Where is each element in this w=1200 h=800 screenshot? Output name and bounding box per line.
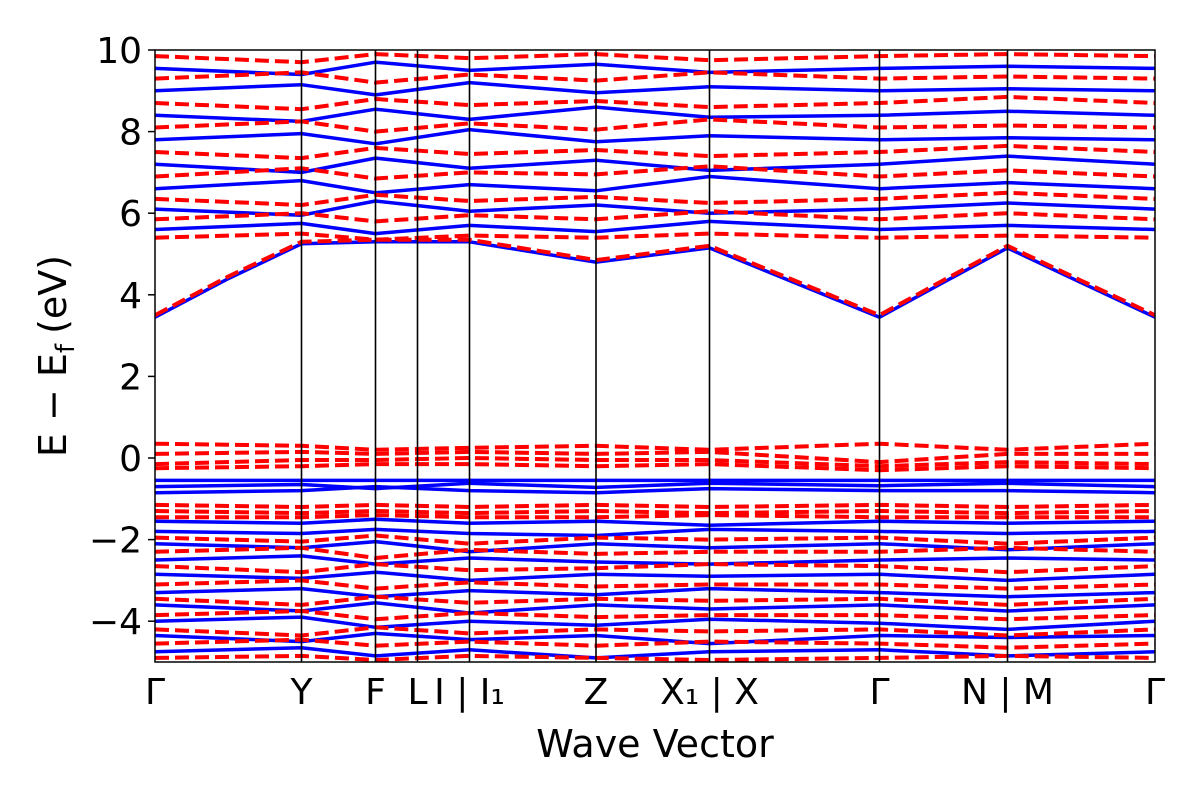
y-axis-title-main: E − E	[31, 353, 75, 457]
y-tick-label: 2	[119, 357, 142, 398]
plot-frame	[154, 49, 1156, 663]
band-line	[155, 562, 1155, 575]
x-tick-label: Z	[584, 672, 609, 713]
band-line	[155, 527, 1155, 538]
y-axis-title: E − Ef (eV)	[31, 255, 81, 457]
y-tick-label: 4	[119, 276, 142, 317]
x-tick-label: X₁ | X	[660, 672, 759, 713]
x-axis-title: Wave Vector	[536, 722, 774, 766]
band-line	[155, 441, 1155, 452]
band-line	[155, 240, 1155, 319]
band-line	[155, 237, 1155, 318]
band-line	[155, 117, 1155, 134]
band-line	[155, 52, 1155, 65]
band-line	[155, 554, 1155, 566]
band-line	[155, 70, 1155, 85]
band-line	[155, 502, 1155, 509]
band-line	[155, 219, 1155, 236]
x-tick-label: I | I₁	[434, 672, 505, 713]
y-axis: −4 −2 0 2 4 6 8 10	[89, 31, 155, 643]
band-line	[155, 484, 1155, 495]
y-tick-label: 8	[119, 113, 142, 154]
band-line	[155, 509, 1155, 516]
band-line	[155, 127, 1155, 146]
y-tick-label: 10	[96, 31, 142, 72]
kpath-lines	[300, 50, 1009, 662]
band-line	[155, 174, 1155, 195]
x-tick-label: Γ	[1145, 672, 1165, 713]
band-line	[155, 94, 1155, 112]
y-axis-title-subscript: f	[51, 343, 81, 353]
x-tick-label: Y	[290, 672, 314, 713]
y-tick-label: −4	[89, 602, 142, 643]
x-tick-label: Γ	[869, 672, 889, 713]
band-series-dashed	[155, 52, 1155, 662]
band-line	[155, 462, 1155, 473]
x-tick-label: N | M	[961, 672, 1054, 713]
y-tick-label: 6	[119, 194, 142, 235]
band-line	[155, 231, 1155, 242]
bands-layer	[155, 52, 1155, 662]
x-tick-label: Γ	[145, 672, 165, 713]
band-line	[155, 80, 1155, 97]
x-tick-label: L	[407, 672, 427, 713]
band-line	[155, 481, 1155, 491]
y-axis-title-unit: (eV)	[31, 255, 75, 334]
band-line	[155, 653, 1155, 662]
y-tick-label: 0	[119, 439, 142, 480]
x-tick-label: F	[365, 672, 386, 713]
band-line	[155, 513, 1155, 520]
band-line	[155, 517, 1155, 528]
y-tick-label: −2	[89, 521, 142, 562]
band-line	[155, 533, 1155, 546]
